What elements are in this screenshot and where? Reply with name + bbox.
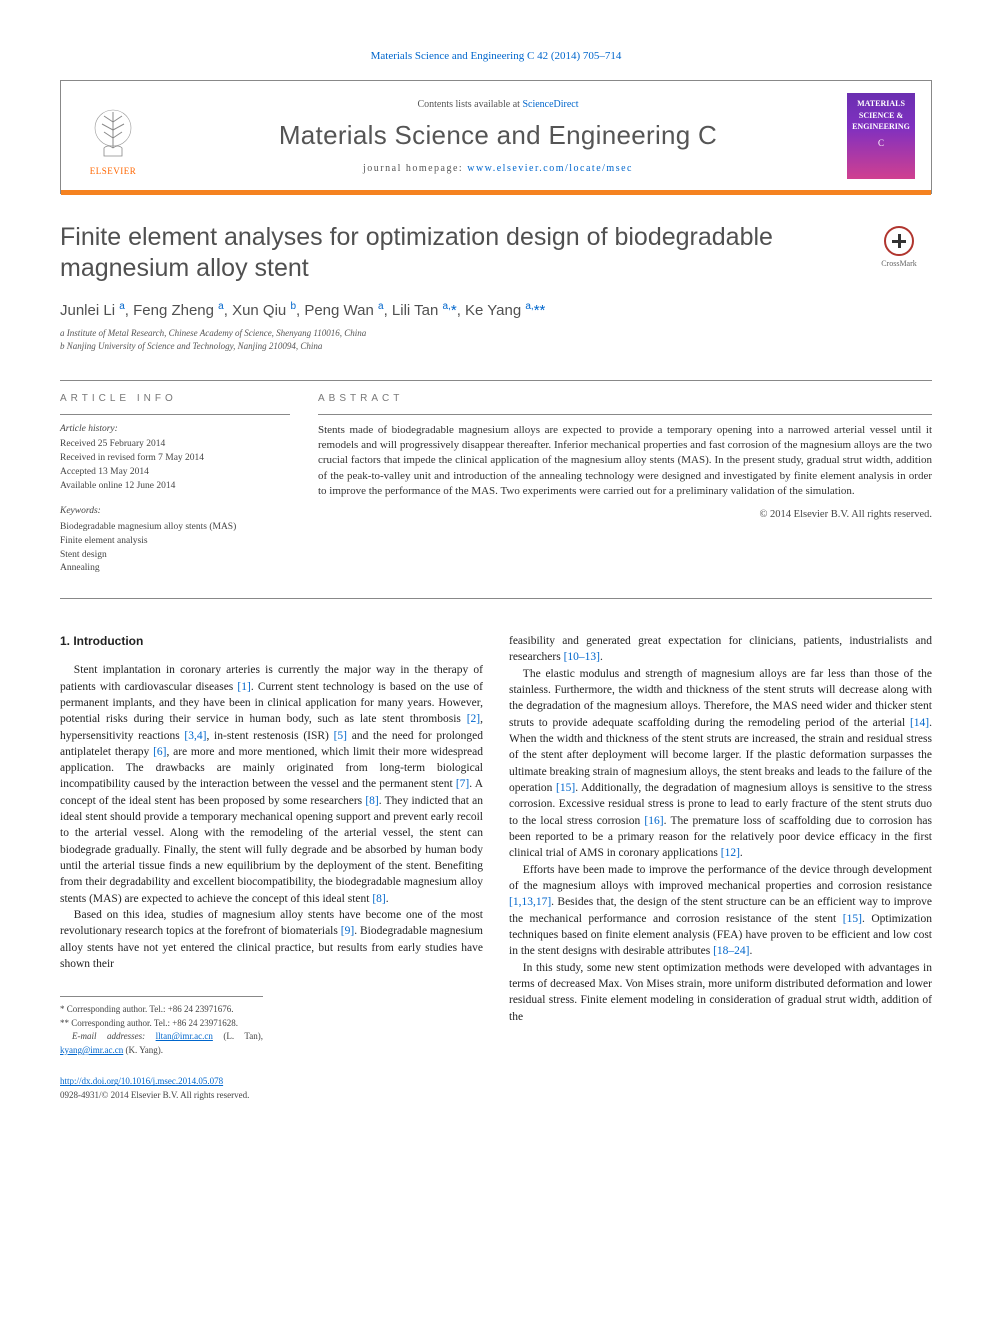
- divider-bottom: [60, 598, 932, 599]
- abstract-block: abstract Stents made of biodegradable ma…: [318, 393, 932, 589]
- corr-line-2: ** Corresponding author. Tel.: +86 24 23…: [60, 1017, 263, 1031]
- crossmark-label: CrossMark: [881, 259, 917, 268]
- emails-label: E-mail addresses:: [72, 1031, 145, 1041]
- history-accepted: Accepted 13 May 2014: [60, 466, 290, 480]
- email-who-2: (K. Yang).: [126, 1045, 164, 1055]
- info-divider: [60, 414, 290, 415]
- article-info-block: article info Article history: Received 2…: [60, 393, 290, 589]
- elsevier-logo: ELSEVIER: [77, 96, 149, 176]
- crossmark-badge[interactable]: CrossMark: [866, 226, 932, 268]
- article-info-label: article info: [60, 393, 290, 404]
- header-accent-bar: [61, 190, 931, 195]
- abstract-text: Stents made of biodegradable magnesium a…: [318, 423, 932, 500]
- col2-para-1: feasibility and generated great expectat…: [509, 633, 932, 666]
- email-who-1: (L. Tan),: [223, 1031, 263, 1041]
- intro-heading: 1. Introduction: [60, 633, 483, 650]
- page-footer: http://dx.doi.org/10.1016/j.msec.2014.05…: [60, 1075, 932, 1102]
- column-left: 1. Introduction Stent implantation in co…: [60, 633, 483, 1057]
- body-columns: 1. Introduction Stent implantation in co…: [60, 633, 932, 1057]
- column-right: feasibility and generated great expectat…: [509, 633, 932, 1057]
- sciencedirect-link[interactable]: ScienceDirect: [522, 99, 578, 110]
- abstract-divider: [318, 414, 932, 415]
- abstract-copyright: © 2014 Elsevier B.V. All rights reserved…: [318, 509, 932, 520]
- contents-prefix: Contents lists available at: [417, 99, 522, 110]
- journal-homepage-link[interactable]: www.elsevier.com/locate/msec: [467, 163, 633, 174]
- article-title: Finite element analyses for optimization…: [60, 222, 840, 285]
- homepage-prefix: journal homepage:: [363, 163, 467, 174]
- authors-line: Junlei Li a, Feng Zheng a, Xun Qiu b, Pe…: [60, 301, 932, 319]
- col2-para-3: Efforts have been made to improve the pe…: [509, 862, 932, 960]
- keywords-block: Keywords: Biodegradable magnesium alloy …: [60, 505, 290, 576]
- journal-title: Materials Science and Engineering C: [149, 120, 847, 151]
- history-online: Available online 12 June 2014: [60, 480, 290, 494]
- corr-emails: E-mail addresses: lltan@imr.ac.cn (L. Ta…: [60, 1030, 263, 1057]
- running-header: Materials Science and Engineering C 42 (…: [60, 50, 932, 62]
- doi-link[interactable]: http://dx.doi.org/10.1016/j.msec.2014.05…: [60, 1076, 223, 1086]
- keyword-4: Annealing: [60, 562, 290, 576]
- cover-line-1: MATERIALS: [851, 99, 911, 109]
- elsevier-logo-text: ELSEVIER: [90, 166, 137, 176]
- abstract-label: abstract: [318, 393, 932, 404]
- keyword-2: Finite element analysis: [60, 535, 290, 549]
- divider-top: [60, 380, 932, 381]
- issn-copyright: 0928-4931/© 2014 Elsevier B.V. All right…: [60, 1090, 249, 1100]
- col1-para-2: Based on this idea, studies of magnesium…: [60, 907, 483, 972]
- col2-para-2: The elastic modulus and strength of magn…: [509, 666, 932, 862]
- keyword-3: Stent design: [60, 549, 290, 563]
- elsevier-tree-icon: [90, 108, 136, 162]
- journal-header-middle: Contents lists available at ScienceDirec…: [149, 99, 847, 174]
- cover-line-3: ENGINEERING: [851, 122, 911, 132]
- journal-header-box: ELSEVIER Contents lists available at Sci…: [60, 80, 932, 194]
- email-link-2[interactable]: kyang@imr.ac.cn: [60, 1045, 123, 1055]
- affiliation-a: a Institute of Metal Research, Chinese A…: [60, 327, 932, 341]
- col2-para-4: In this study, some new stent optimizati…: [509, 960, 932, 1025]
- col1-para-1: Stent implantation in coronary arteries …: [60, 662, 483, 907]
- contents-available-line: Contents lists available at ScienceDirec…: [149, 99, 847, 110]
- article-history: Article history: Received 25 February 20…: [60, 423, 290, 494]
- corr-line-1: * Corresponding author. Tel.: +86 24 239…: [60, 1003, 263, 1017]
- history-head: Article history:: [60, 423, 290, 437]
- keywords-head: Keywords:: [60, 505, 290, 519]
- crossmark-icon: [884, 226, 914, 256]
- affiliations: a Institute of Metal Research, Chinese A…: [60, 327, 932, 354]
- corresponding-author-block: * Corresponding author. Tel.: +86 24 239…: [60, 996, 263, 1057]
- info-abstract-row: article info Article history: Received 2…: [60, 393, 932, 589]
- article-header: CrossMark Finite element analyses for op…: [60, 222, 932, 354]
- affiliation-b: b Nanjing University of Science and Tech…: [60, 340, 932, 354]
- cover-line-2: SCIENCE &: [851, 111, 911, 121]
- cover-sub-c: C: [851, 138, 911, 149]
- email-link-1[interactable]: lltan@imr.ac.cn: [156, 1031, 213, 1041]
- journal-cover-thumb: MATERIALS SCIENCE & ENGINEERING C: [847, 93, 915, 179]
- keyword-1: Biodegradable magnesium alloy stents (MA…: [60, 521, 290, 535]
- history-revised: Received in revised form 7 May 2014: [60, 452, 290, 466]
- history-received: Received 25 February 2014: [60, 438, 290, 452]
- journal-homepage-line: journal homepage: www.elsevier.com/locat…: [149, 163, 847, 174]
